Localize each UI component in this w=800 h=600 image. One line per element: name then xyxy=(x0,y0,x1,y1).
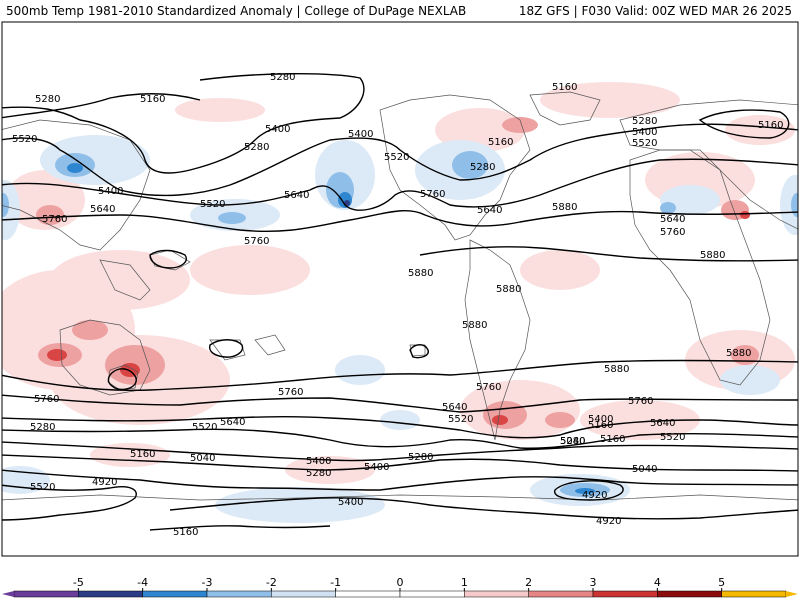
contour-label: 4920 xyxy=(596,516,621,527)
contour-label: 5520 xyxy=(384,152,409,163)
coastlines xyxy=(2,91,798,501)
contour-label: 5520 xyxy=(30,482,55,493)
contour-label: 5400 xyxy=(265,124,290,135)
contour-label: 5760 xyxy=(628,396,653,407)
contour-label: 5760 xyxy=(420,189,445,200)
contour-label: 5520 xyxy=(12,134,37,145)
contour-label: 5280 xyxy=(632,116,657,127)
contour-label: 5880 xyxy=(700,250,725,261)
contour-label: 5640 xyxy=(90,204,115,215)
contour-label: 5760 xyxy=(660,227,685,238)
contour-label: 5400 xyxy=(348,129,373,140)
contour-labels: 5280 5160 5280 5520 5400 5640 5760 5520 … xyxy=(12,72,783,538)
contour-label: 5160 xyxy=(600,434,625,445)
model-run-info: 18Z GFS | F030 Valid: 00Z WED MAR 26 202… xyxy=(518,4,792,18)
contour-label: 5280 xyxy=(244,142,269,153)
contour-label: 5880 xyxy=(462,320,487,331)
contour-label: 5400 xyxy=(364,462,389,473)
contour-label: 5160 xyxy=(758,120,783,131)
contour-label: 5160 xyxy=(488,137,513,148)
contour-label: 5040 xyxy=(632,464,657,475)
contour-label: 5760 xyxy=(42,214,67,225)
contour-label: 5520 xyxy=(660,432,685,443)
map-frame xyxy=(1,21,799,557)
height-contours xyxy=(2,73,798,531)
cold-anomaly-medium xyxy=(2,151,798,497)
contour-label: 4920 xyxy=(92,477,117,488)
contour-label: 5760 xyxy=(476,382,501,393)
contour-label: 5520 xyxy=(632,138,657,149)
contour-label: 5880 xyxy=(726,348,751,359)
contour-label: 5880 xyxy=(496,284,521,295)
anomaly-shading xyxy=(2,82,798,523)
contour-label: 5760 xyxy=(34,394,59,405)
contour-label: 5520 xyxy=(192,422,217,433)
contour-label: 5280 xyxy=(306,468,331,479)
contour-label: 5880 xyxy=(408,268,433,279)
contour-label: 5520 xyxy=(200,199,225,210)
contour-label: 5400 xyxy=(338,497,363,508)
contour-label: 4920 xyxy=(582,490,607,501)
contour-label: 5280 xyxy=(408,452,433,463)
contour-label: 5160 xyxy=(173,527,198,538)
contour-label: 5400 xyxy=(98,186,123,197)
contour-label: 5400 xyxy=(632,127,657,138)
contour-label: 5160 xyxy=(130,449,155,460)
contour-label: 5640 xyxy=(650,418,675,429)
contour-label: 5280 xyxy=(35,94,60,105)
contour-label: 5640 xyxy=(442,402,467,413)
contour-label: 5280 xyxy=(270,72,295,83)
contour-label: 5040 xyxy=(190,453,215,464)
contour-label: 5880 xyxy=(604,364,629,375)
contour-label: 5520 xyxy=(448,414,473,425)
contour-label: 5040 xyxy=(560,436,585,447)
contour-label: 5400 xyxy=(588,414,613,425)
contour-label: 5640 xyxy=(660,214,685,225)
contour-label: 5160 xyxy=(140,94,165,105)
contour-label: 5160 xyxy=(588,420,613,431)
contour-label: 5760 xyxy=(244,236,269,247)
contour-label: 5640 xyxy=(220,417,245,428)
contour-label: 5280 xyxy=(560,436,585,447)
map-title: 500mb Temp 1981-2010 Standardized Anomal… xyxy=(6,4,467,18)
contour-label: 5280 xyxy=(470,162,495,173)
contour-label: 5640 xyxy=(477,205,502,216)
contour-label: 5400 xyxy=(306,456,331,467)
contour-label: 5160 xyxy=(552,82,577,93)
contour-label: 5280 xyxy=(30,422,55,433)
contour-label: 5880 xyxy=(552,202,577,213)
contour-label: 5760 xyxy=(278,387,303,398)
contour-label: 5640 xyxy=(284,190,309,201)
